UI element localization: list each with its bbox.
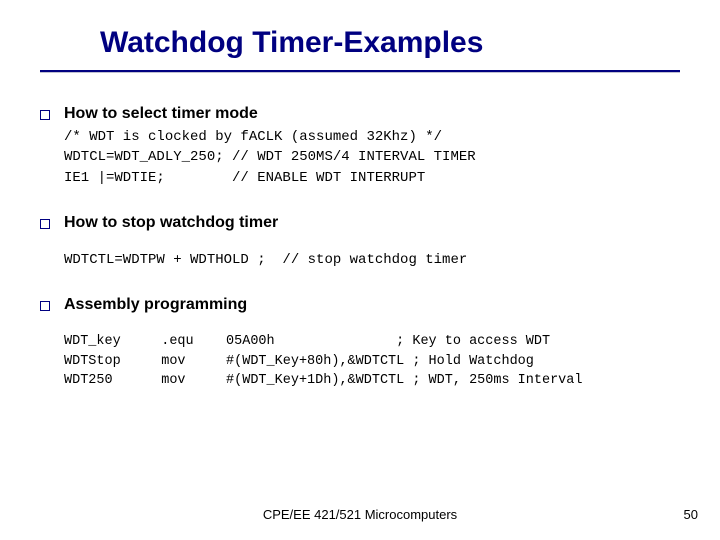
section-heading: How to select timer mode xyxy=(64,105,258,123)
slide: Watchdog Timer-Examples How to select ti… xyxy=(0,0,720,540)
section-heading-row: Assembly programming xyxy=(40,296,690,314)
section-heading: Assembly programming xyxy=(64,296,247,314)
section-heading-row: How to stop watchdog timer xyxy=(40,214,690,232)
slide-title: Watchdog Timer-Examples xyxy=(100,26,483,60)
code-block: /* WDT is clocked by fACLK (assumed 32Kh… xyxy=(64,127,690,188)
content-area: How to select timer mode /* WDT is clock… xyxy=(40,105,690,391)
code-block: WDT_key .equ 05A00h ; Key to access WDT … xyxy=(64,332,690,391)
bullet-icon xyxy=(40,219,50,229)
bullet-icon xyxy=(40,301,50,311)
section-heading-row: How to select timer mode xyxy=(40,105,690,123)
footer-center: CPE/EE 421/521 Microcomputers xyxy=(0,507,720,522)
title-underline-shadow xyxy=(40,72,680,73)
code-block: WDTCTL=WDTPW + WDTHOLD ; // stop watchdo… xyxy=(64,250,690,270)
bullet-icon xyxy=(40,110,50,120)
section-heading: How to stop watchdog timer xyxy=(64,214,278,232)
footer-page-number: 50 xyxy=(684,507,698,522)
